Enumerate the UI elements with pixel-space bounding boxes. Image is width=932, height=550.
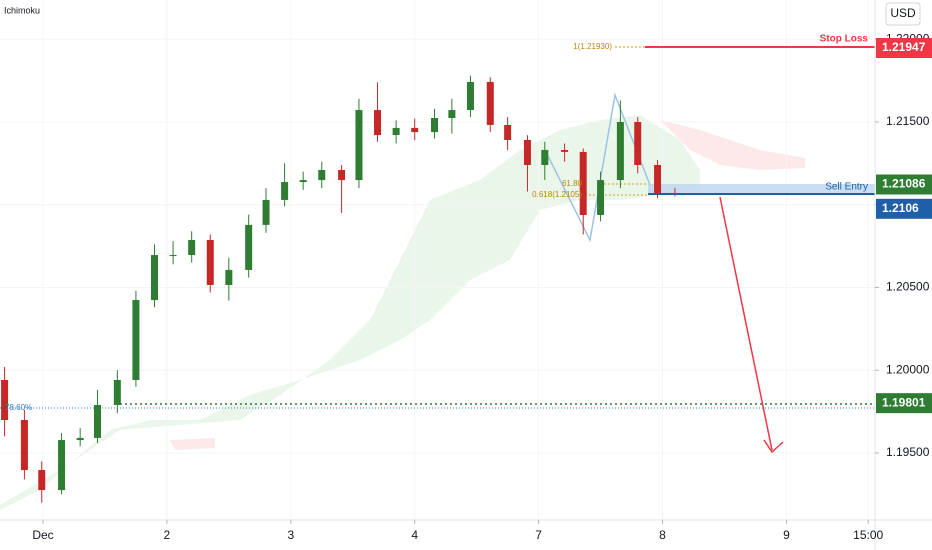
candle-body [523, 140, 531, 166]
candle-body [431, 118, 439, 133]
x-tick-label: 7 [535, 528, 542, 542]
candle-body [76, 437, 84, 441]
candle-body [597, 180, 605, 215]
annotation: 61.80 [562, 179, 583, 188]
candle-body [245, 224, 253, 270]
candle-body [654, 165, 662, 193]
y-tick-label: 1.21500 [886, 114, 930, 128]
annotation: Stop Loss [820, 34, 869, 45]
candle-body [281, 182, 289, 200]
candle-body [541, 149, 549, 166]
price-tag [876, 37, 932, 58]
price-tag-label: 1.21086 [882, 177, 926, 191]
x-tick-label: 2 [164, 528, 171, 542]
candle-body [169, 255, 177, 257]
candle-body [20, 420, 28, 471]
currency[interactable]: USD [890, 6, 916, 20]
candle-body [338, 169, 346, 181]
candle-body [38, 470, 46, 491]
candle-body [504, 124, 512, 141]
candle-body [634, 121, 642, 166]
candle-body [671, 192, 679, 194]
pattern-line [544, 92, 651, 243]
candle-body [486, 81, 494, 125]
x-tick-label: 9 [783, 528, 790, 542]
candle-body [188, 239, 196, 256]
price-tag-label: 1.19801 [882, 395, 926, 409]
x-tick-label: 4 [411, 528, 418, 542]
candle-body [355, 110, 363, 181]
x-tick-label: Dec [32, 528, 53, 542]
price-tag-label: 1.2106 [882, 201, 919, 215]
candle-body [561, 149, 569, 152]
candle-body [94, 404, 102, 438]
arrow [719, 196, 773, 451]
candle-body [225, 269, 233, 285]
candle-body [299, 180, 307, 183]
annotation: 78.60% [5, 403, 32, 412]
y-tick-label: 1.19500 [886, 445, 930, 459]
candle-body [392, 127, 400, 136]
candle-body [318, 169, 326, 181]
x-tick-label: 15:00 [853, 528, 883, 542]
y-tick-label: 1.20000 [886, 362, 930, 376]
ichimoku-cloud [0, 115, 700, 510]
sell-entry-zone [648, 184, 875, 194]
ichimoku-cloud-red [170, 438, 215, 450]
candle-body [616, 121, 624, 181]
y-tick-label: 1.20500 [886, 280, 930, 294]
arrow-head [763, 439, 784, 454]
annotation: 1(1.21930) [573, 42, 612, 51]
indicator-label: Ichimoku [4, 5, 40, 15]
x-tick-label: 8 [659, 528, 666, 542]
ichimoku-cloud-red [660, 120, 805, 170]
price-tag [876, 393, 932, 414]
candle-body [262, 199, 270, 225]
candle-body [448, 110, 456, 119]
price-tag-label: 1.21947 [882, 40, 926, 54]
annotation: Sell Entry [825, 182, 868, 193]
candle-body [206, 239, 214, 285]
candle-body [58, 440, 66, 491]
candle-body [579, 151, 587, 215]
candle-body [374, 110, 382, 136]
candle-body [132, 300, 140, 380]
annotation: 0.618(1.2105) [532, 190, 582, 199]
price-tag [876, 198, 932, 219]
price-tag [876, 174, 932, 195]
candle-body [151, 255, 159, 301]
x-tick-label: 3 [287, 528, 294, 542]
currency-box[interactable] [885, 2, 921, 26]
candle-body [1, 379, 9, 421]
candle-body [411, 127, 419, 133]
candle-body [466, 81, 474, 111]
candle-body [113, 379, 121, 405]
